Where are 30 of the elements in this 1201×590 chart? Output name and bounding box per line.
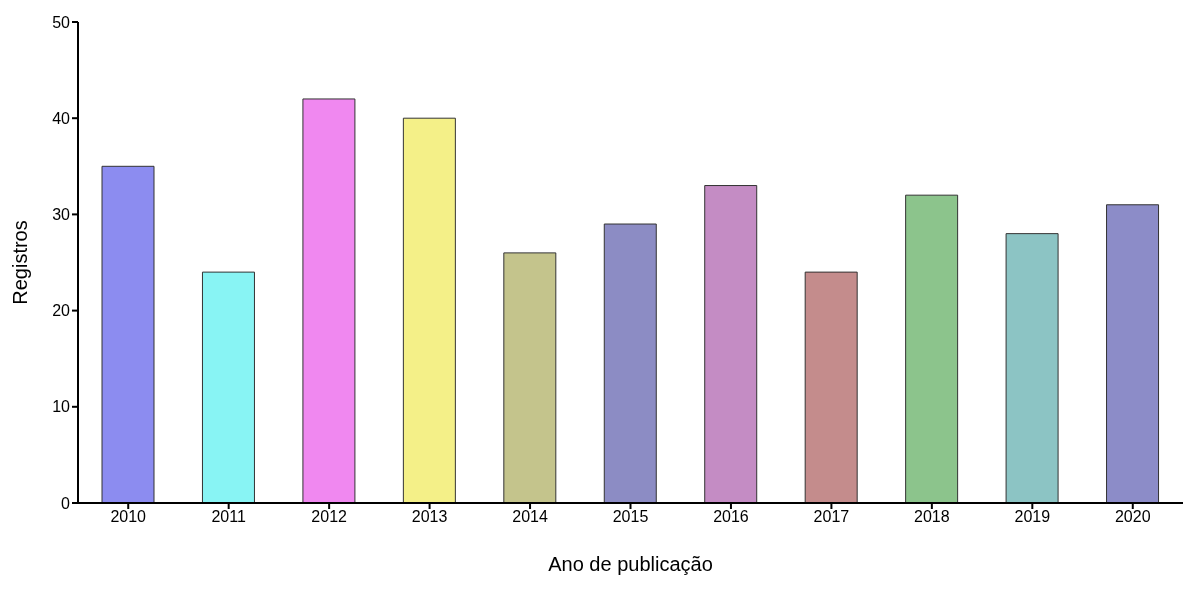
y-tick-label: 0	[61, 494, 71, 512]
x-tick-label: 2017	[813, 508, 850, 526]
y-tick-label: 30	[52, 206, 71, 224]
x-tick-label: 2020	[1114, 508, 1151, 526]
x-tick-label: 2010	[110, 508, 147, 526]
x-tick-label: 2014	[512, 508, 548, 526]
x-tick-label: 2013	[411, 508, 448, 526]
x-tick-label: 2019	[1014, 508, 1051, 526]
y-tick-label: 20	[52, 302, 71, 320]
x-tick-label: 2011	[211, 508, 246, 526]
x-tick-label: 2012	[311, 508, 348, 526]
bar	[1005, 233, 1059, 503]
bar	[603, 223, 657, 503]
bar	[804, 271, 858, 503]
bar	[101, 165, 155, 503]
bar	[302, 98, 356, 503]
x-tick-label: 2015	[612, 508, 649, 526]
y-axis-title: Registros	[9, 220, 32, 305]
bar	[402, 117, 456, 503]
x-axis-title: Ano de publicação	[548, 553, 713, 575]
y-tick-label: 40	[52, 109, 71, 127]
y-tick-label: 50	[52, 13, 71, 31]
x-tick-label: 2016	[713, 508, 749, 526]
bar	[201, 271, 255, 503]
bar	[1106, 204, 1160, 503]
y-tick-label: 10	[52, 398, 71, 416]
bar	[503, 252, 557, 503]
bar	[704, 185, 758, 503]
bar	[905, 194, 959, 503]
x-tick-label: 2018	[914, 508, 950, 526]
